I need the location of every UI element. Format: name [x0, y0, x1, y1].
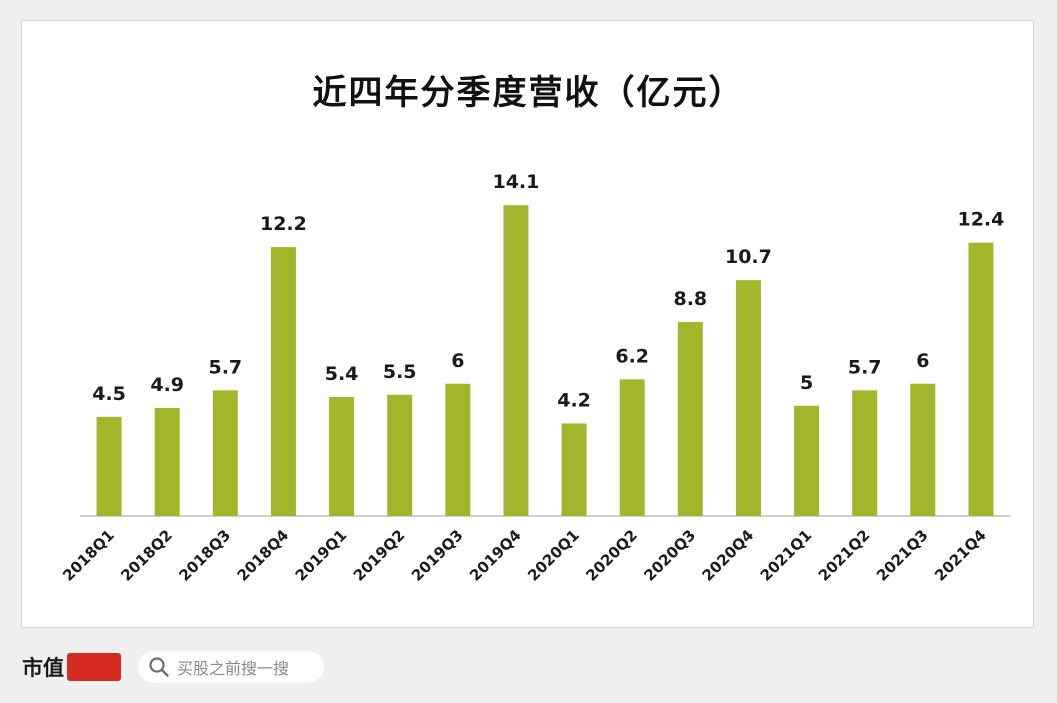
data-label: 6 — [451, 350, 464, 372]
chart-card: 近四年分季度营收（亿元） 4.5 2018Q1 4.9 2018Q2 5.7 2018Q3… — [21, 20, 1034, 628]
x-tick-label: 2020Q1 — [524, 526, 583, 585]
data-label: 14.1 — [492, 171, 539, 193]
data-label: 12.4 — [957, 209, 1004, 231]
bar-2019Q3 — [445, 383, 471, 516]
x-tick-label: 2019Q4 — [466, 526, 525, 585]
brand-logo: 市值 — [22, 652, 121, 682]
bar-2019Q1 — [329, 396, 355, 516]
data-label: 5.5 — [383, 361, 417, 383]
brand-seal-logo — [67, 653, 121, 681]
bar-2020Q1 — [561, 423, 587, 516]
x-tick-label: 2019Q3 — [408, 526, 467, 585]
data-label: 8.8 — [673, 288, 707, 310]
bar-2019Q4 — [503, 205, 529, 516]
bar-2020Q4 — [735, 280, 761, 516]
x-tick-label: 2021Q4 — [931, 526, 990, 585]
bar-2021Q4 — [968, 242, 994, 516]
x-tick-label: 2021Q2 — [815, 526, 874, 585]
brand-name: 市值 — [22, 655, 64, 680]
x-tick-label: 2019Q2 — [350, 526, 409, 585]
x-tick-label: 2018Q4 — [234, 526, 293, 585]
bar-chart: 4.5 2018Q1 4.9 2018Q2 5.7 2018Q3 12.2 2018Q4 5.4… — [59, 171, 1010, 585]
bar-2018Q4 — [270, 247, 296, 517]
bar-2018Q3 — [212, 390, 238, 516]
data-label: 4.2 — [557, 389, 591, 411]
x-tick-label: 2021Q3 — [873, 526, 932, 585]
data-label: 10.7 — [725, 246, 772, 268]
data-label: 6.2 — [615, 345, 649, 367]
data-label: 5 — [800, 372, 813, 394]
bar-2018Q1 — [96, 416, 122, 516]
data-label: 12.2 — [260, 213, 307, 235]
x-tick-label: 2020Q4 — [699, 526, 758, 585]
bar-2021Q2 — [852, 390, 878, 516]
x-tick-label: 2021Q1 — [757, 526, 816, 585]
bar-2018Q2 — [154, 407, 180, 516]
data-label: 4.9 — [150, 374, 184, 396]
x-tick-label: 2018Q1 — [59, 526, 118, 585]
bar-2021Q3 — [910, 383, 936, 516]
search-icon[interactable] — [148, 656, 170, 678]
x-tick-label: 2018Q2 — [117, 526, 176, 585]
bar-2021Q1 — [794, 405, 820, 516]
data-label: 5.7 — [208, 356, 242, 378]
bar-2019Q2 — [387, 394, 413, 516]
x-tick-label: 2018Q3 — [175, 526, 234, 585]
footer: 市值 买股之前搜一搜 — [0, 640, 1057, 703]
x-tick-label: 2020Q2 — [582, 526, 641, 585]
x-tick-label: 2019Q1 — [292, 526, 351, 585]
data-label: 5.7 — [848, 356, 882, 378]
bar-2020Q3 — [677, 322, 703, 516]
search-box[interactable]: 买股之前搜一搜 — [138, 651, 324, 683]
search-placeholder[interactable]: 买股之前搜一搜 — [177, 659, 290, 678]
data-label: 6 — [916, 350, 929, 372]
x-tick-label: 2020Q3 — [640, 526, 699, 585]
chart-title: 近四年分季度营收（亿元） — [312, 73, 745, 113]
data-label: 4.5 — [92, 383, 126, 405]
bar-2020Q2 — [619, 379, 645, 516]
data-label: 5.4 — [325, 363, 359, 385]
